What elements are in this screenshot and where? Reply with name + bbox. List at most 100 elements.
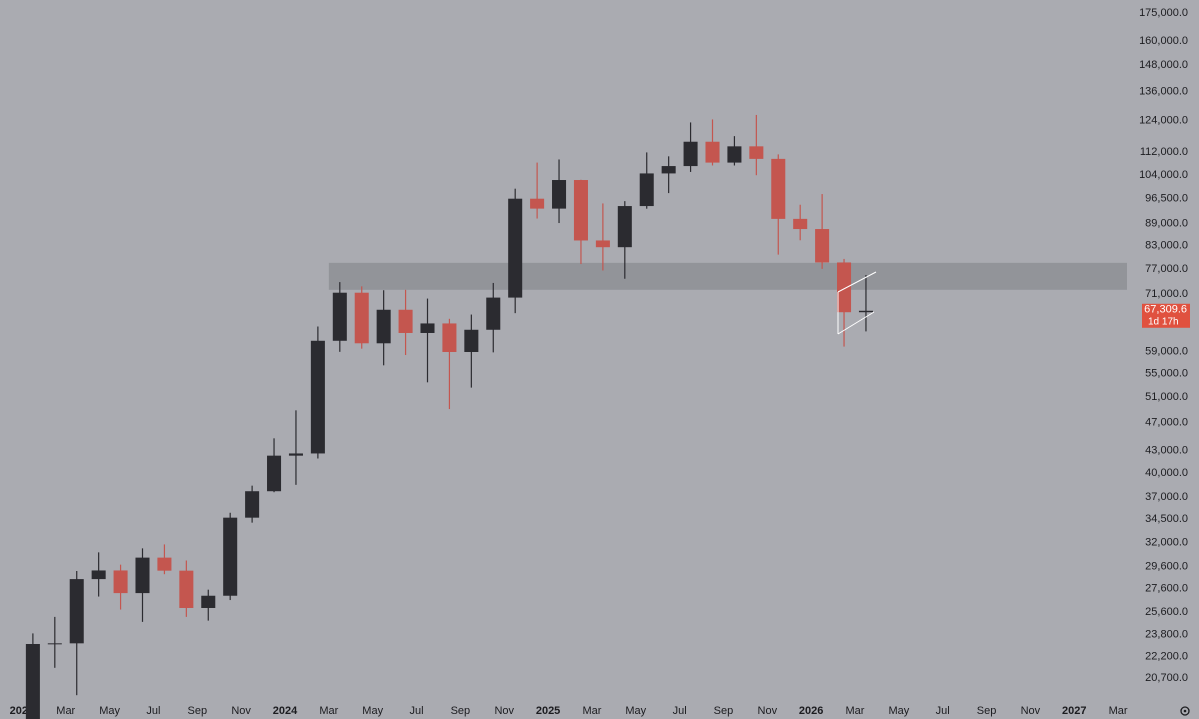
candle-body <box>683 141 698 167</box>
x-tick-label: Mar <box>319 705 338 717</box>
zone <box>328 262 1127 290</box>
x-tick-label: Mar <box>56 705 75 717</box>
channel-line <box>837 311 875 335</box>
price-label: 67,309.6 <box>1144 304 1187 316</box>
x-tick-label: Jul <box>673 705 687 717</box>
candle-body <box>245 491 260 518</box>
y-tick-label: 112,000.0 <box>1140 146 1188 158</box>
candle-body <box>573 180 588 241</box>
candle-body <box>25 644 40 719</box>
candle-body <box>486 297 501 330</box>
candle-body <box>815 229 830 263</box>
plot: 175,000.0 160,000.0 148,000.0 136,000.0 124,… <box>10 7 1190 719</box>
x-tick-label: Nov <box>231 705 251 717</box>
candle-body <box>398 309 413 333</box>
y-tick-label: 160,000.0 <box>1139 35 1188 47</box>
x-tick-label: Mar <box>1109 705 1128 717</box>
y-tick-label: 43,000.0 <box>1145 444 1188 456</box>
y-tick-label: 37,000.0 <box>1145 491 1188 503</box>
y-tick-label: 29,600.0 <box>1145 561 1188 573</box>
candle-body <box>47 643 62 645</box>
x-tick-label: 2025 <box>536 705 560 717</box>
channel <box>837 271 877 335</box>
candle-body <box>354 292 369 344</box>
y-tick-label: 55,000.0 <box>1145 368 1188 380</box>
price-marker <box>1142 303 1190 328</box>
candle-body <box>837 262 852 313</box>
x-tick-label: Sep <box>714 705 734 717</box>
y-tick-label: 77,000.0 <box>1145 263 1188 275</box>
x-tick-label: 2026 <box>799 705 823 717</box>
y-tick-label: 40,000.0 <box>1145 467 1188 479</box>
y-tick-label: 136,000.0 <box>1139 86 1188 98</box>
y-tick-label: 51,000.0 <box>1145 391 1188 403</box>
x-tick-label: Jul <box>410 705 424 717</box>
x-tick-label: Nov <box>494 705 514 717</box>
candle-body <box>201 595 216 608</box>
candle-body <box>749 146 764 159</box>
y-tick-label: 104,000.0 <box>1139 169 1188 181</box>
settings-icon-dot[interactable] <box>1183 709 1187 713</box>
candle-body <box>69 579 84 644</box>
x-tick-label: May <box>362 705 383 717</box>
y-tick-label: 175,000.0 <box>1139 7 1188 19</box>
candle-body <box>442 323 457 352</box>
candle-body <box>113 570 128 594</box>
candle-body <box>223 517 238 596</box>
candle-body <box>135 557 150 594</box>
y-tick-label: 47,000.0 <box>1145 417 1188 429</box>
x-tick-label: Jul <box>936 705 950 717</box>
x-tick-label: Sep <box>977 705 997 717</box>
candle-body <box>595 240 610 248</box>
y-tick-label: 71,000.0 <box>1145 288 1188 300</box>
y-tick-label: 20,700.0 <box>1145 672 1188 684</box>
candle-body <box>661 166 676 174</box>
y-tick-label: 124,000.0 <box>1139 114 1188 126</box>
y-tick-label: 148,000.0 <box>1139 59 1188 71</box>
x-tick-label: Sep <box>451 705 471 717</box>
candle-body <box>705 141 720 163</box>
candle-body <box>310 340 325 454</box>
candle-body <box>332 292 347 341</box>
y-tick-label: 27,600.0 <box>1145 582 1188 594</box>
y-tick-label: 23,800.0 <box>1145 629 1188 641</box>
candle-body <box>267 455 282 492</box>
y-tick-label: 83,000.0 <box>1145 239 1188 251</box>
y-tick-label: 25,600.0 <box>1145 606 1188 618</box>
x-tick-label: Nov <box>758 705 778 717</box>
y-tick-label: 22,200.0 <box>1145 650 1188 662</box>
x-tick-label: Mar <box>846 705 865 717</box>
y-tick-label: 34,500.0 <box>1145 513 1188 525</box>
y-tick-label: 96,500.0 <box>1145 192 1188 204</box>
candle-body <box>91 570 106 580</box>
candle-body <box>464 329 479 352</box>
candle-body <box>771 158 786 219</box>
x-tick-label: 2024 <box>273 705 298 717</box>
x-tick-label: Jul <box>146 705 160 717</box>
settings-icon[interactable] <box>1180 706 1190 716</box>
candle-body <box>727 146 742 163</box>
candle-body <box>179 570 194 608</box>
y-tick-label: 89,000.0 <box>1145 218 1188 230</box>
x-tick-label: Mar <box>582 705 601 717</box>
candle-body <box>508 198 523 298</box>
candle-body <box>376 309 391 344</box>
candle-body <box>530 198 545 209</box>
candle-body <box>552 180 567 209</box>
x-tick-label: Nov <box>1021 705 1041 717</box>
y-tick-label: 59,000.0 <box>1145 346 1188 358</box>
x-tick-label: 2027 <box>1062 705 1086 717</box>
candle-body <box>157 557 172 571</box>
candle-body <box>420 323 435 333</box>
channel-line <box>837 271 877 293</box>
y-tick-label: 32,000.0 <box>1145 536 1188 548</box>
x-tick-label: May <box>625 705 646 717</box>
settings-button[interactable] <box>1180 706 1190 716</box>
candle-body <box>639 173 654 207</box>
x-tick-label: May <box>888 705 909 717</box>
candle-body <box>617 206 632 248</box>
candle-body <box>288 453 303 456</box>
